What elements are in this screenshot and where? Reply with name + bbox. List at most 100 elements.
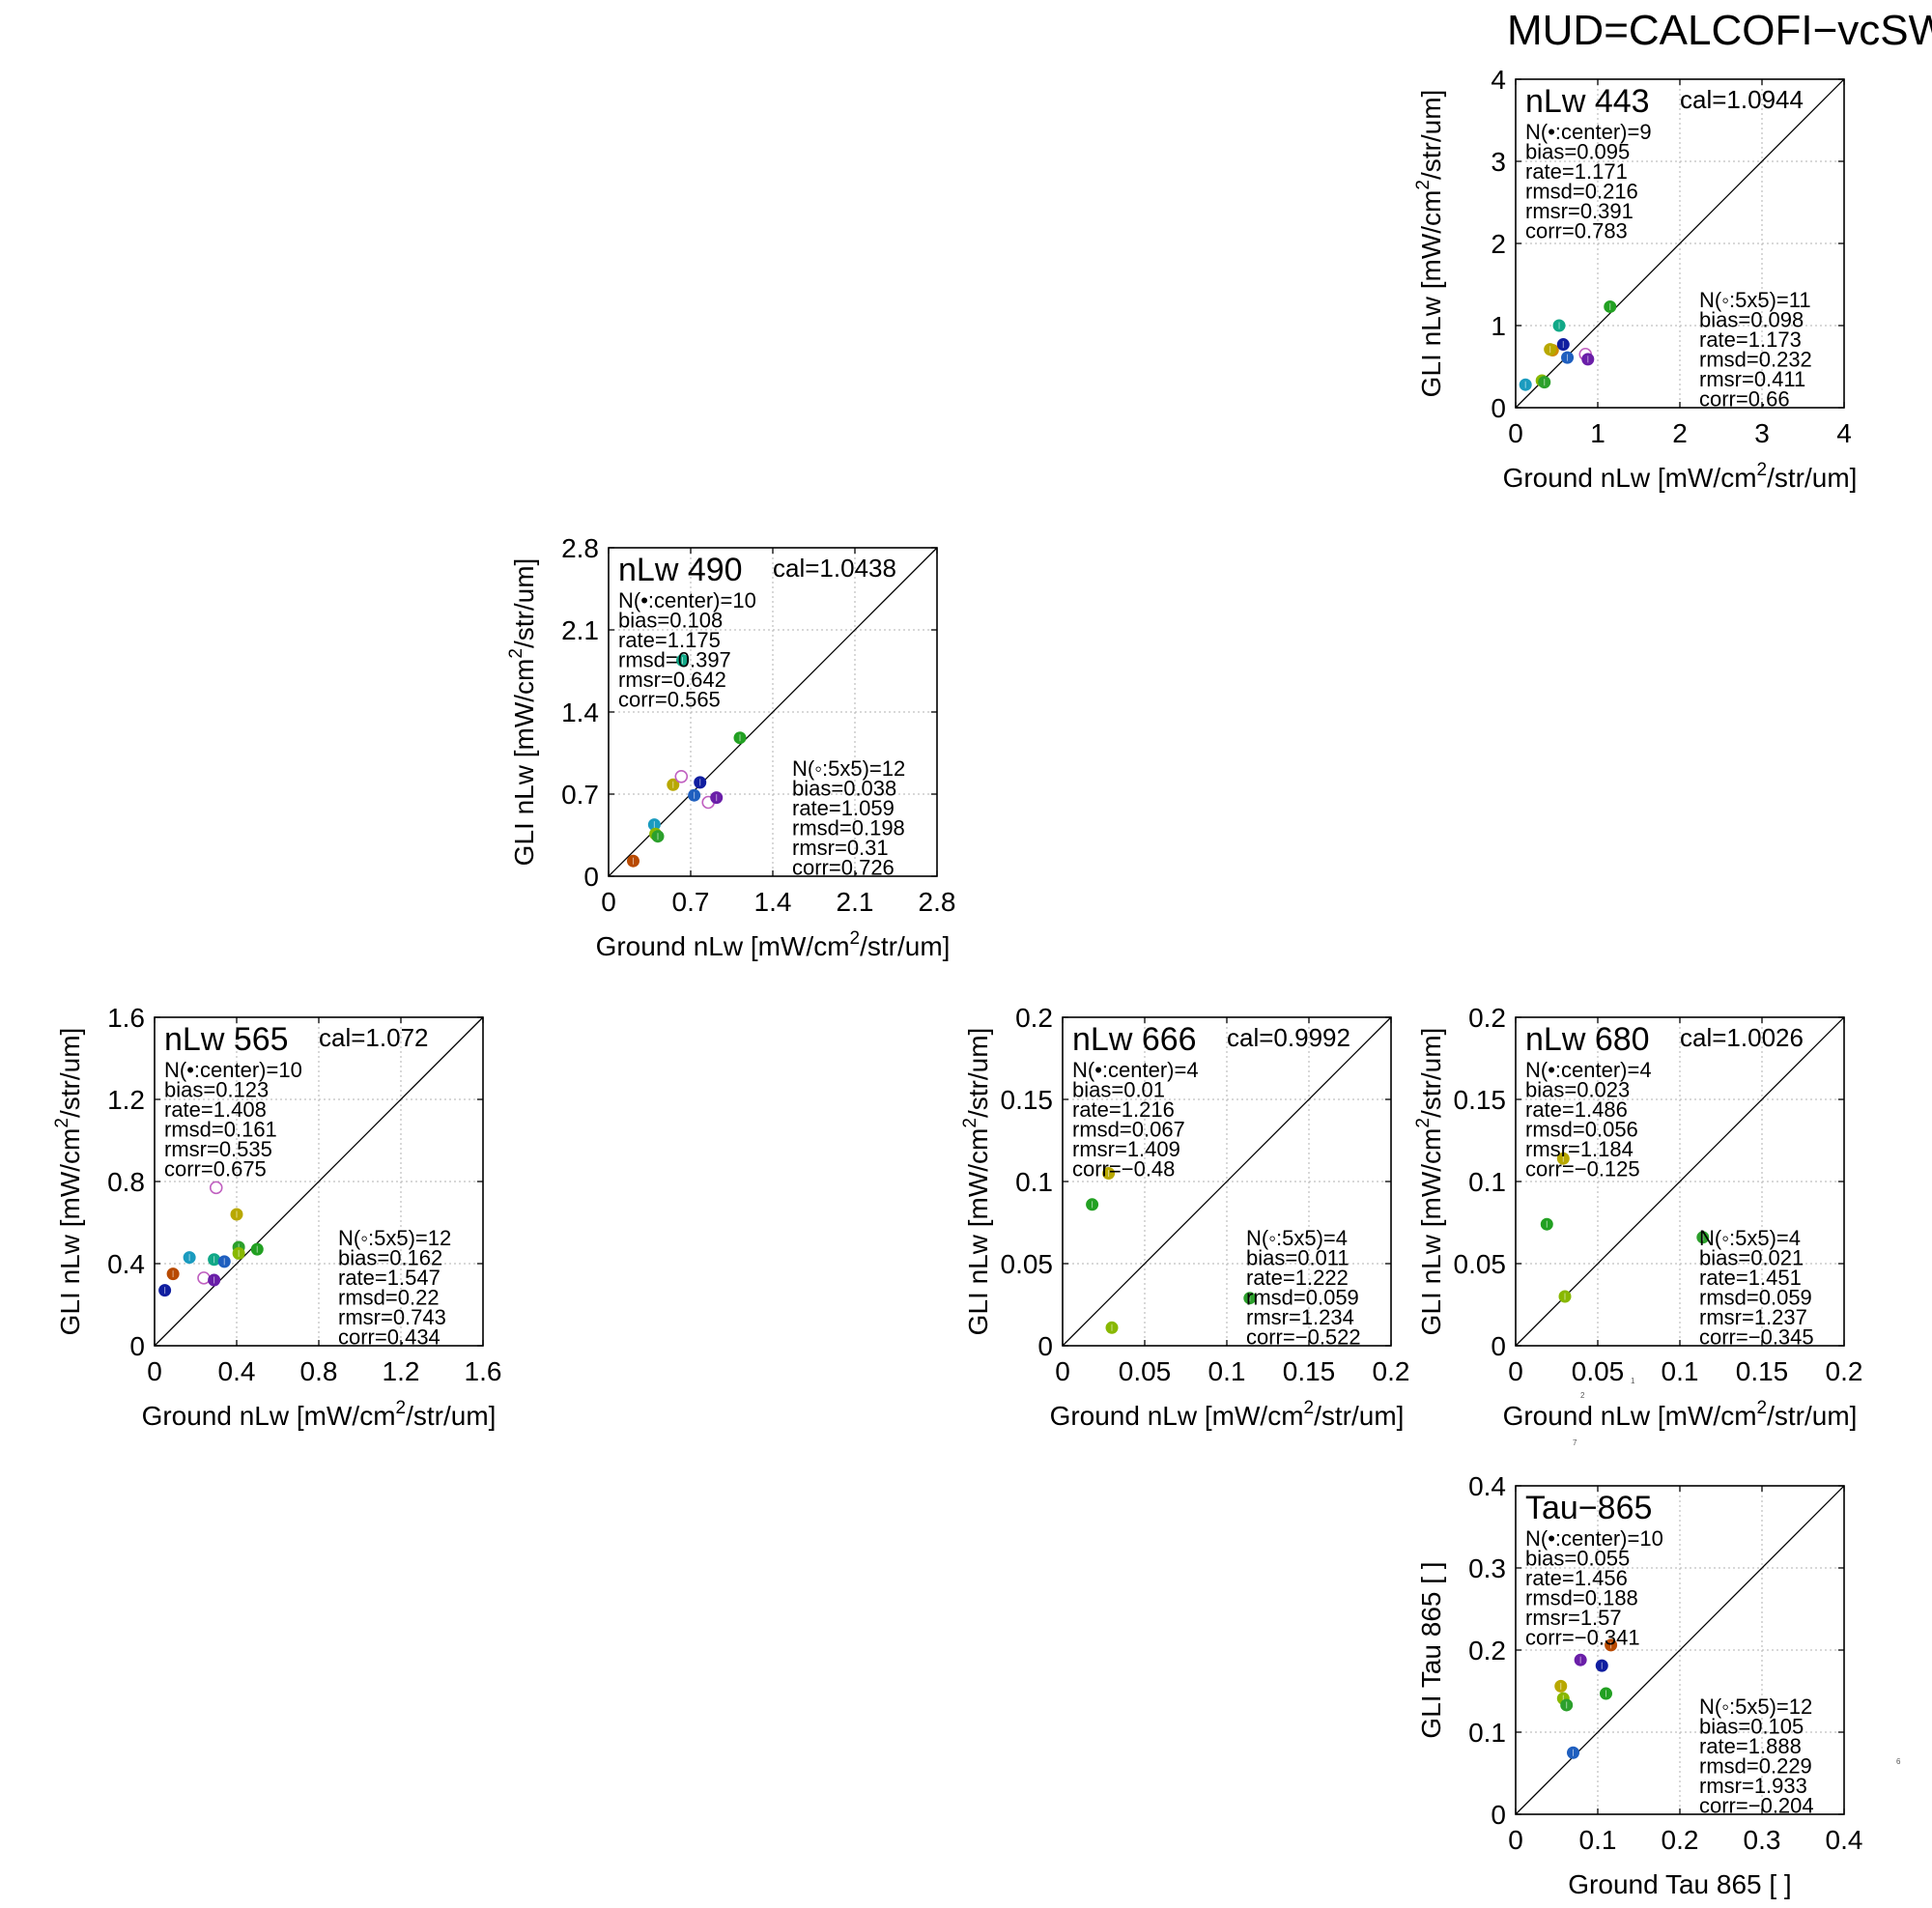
stat-5x5-line: bias=0.038: [792, 777, 896, 801]
stat-5x5-line: corr=0.434: [338, 1325, 440, 1350]
stat-5x5-line: rmsr=1.237: [1699, 1305, 1807, 1329]
stat-center-line: N(•:center)=10: [1525, 1526, 1663, 1551]
stat-center-line: bias=0.095: [1525, 140, 1630, 164]
x-tick-label: 0.2: [1826, 1356, 1863, 1386]
stat-center-line: rmsd=0.188: [1525, 1586, 1638, 1610]
stat-5x5-line: rate=1.451: [1699, 1266, 1802, 1290]
x-tick-label: 0.1: [1579, 1825, 1617, 1855]
y-tick-label: 0.2: [1468, 1636, 1506, 1666]
x-axis-label: Ground nLw [mW/cm2/str/um]: [1503, 1398, 1858, 1431]
stat-center-line: N(•:center)=4: [1525, 1058, 1652, 1082]
x-tick-label: 0: [601, 887, 616, 917]
scatter-panel-6: 0 0.1 0.2 0.3 0.4 0 0.1 0.2 0.3 0.4 Ground Tau 865…: [1416, 1471, 1862, 1899]
stat-center-line: rate=1.486: [1525, 1097, 1628, 1122]
stat-center-line: rmsr=0.391: [1525, 199, 1634, 223]
stat-center-line: N(•:center)=4: [1072, 1058, 1199, 1082]
stat-center-line: rmsr=1.409: [1072, 1137, 1180, 1161]
figure-title: MUD=CALCOFI−vcSW: [1507, 7, 1932, 54]
y-tick-label: 0.7: [561, 780, 599, 810]
data-point: [197, 1271, 211, 1285]
x-tick-label: 0: [1508, 1825, 1523, 1855]
y-tick-label: 1.4: [561, 698, 599, 727]
stat-5x5-line: corr=−0.522: [1246, 1325, 1361, 1350]
scatter-panel-3: 0 0.4 0.8 1.2 1.6 0 0.4 0.8 1.2 1.6 Ground nLw [mW…: [52, 1003, 501, 1431]
panel-title: nLw 565: [164, 1021, 289, 1058]
x-tick-label: 0.4: [218, 1356, 256, 1386]
stat-center-line: rmsr=0.642: [618, 668, 726, 692]
data-point: [674, 769, 689, 783]
stat-center-line: corr=−0.48: [1072, 1157, 1175, 1182]
cal-label: cal=1.0026: [1680, 1023, 1804, 1052]
stat-center-line: bias=0.01: [1072, 1078, 1165, 1102]
x-tick-label: 4: [1836, 418, 1852, 448]
x-tick-label: 0: [1508, 1356, 1523, 1386]
x-tick-label: 1.2: [383, 1356, 420, 1386]
stat-5x5-line: bias=0.105: [1699, 1715, 1804, 1739]
x-axis-label: Ground nLw [mW/cm2/str/um]: [596, 928, 951, 961]
cal-label: cal=1.072: [319, 1023, 428, 1052]
panels: 0 1 2 3 4 0 1 2 3 4 Ground nLw [mW/cm2/str/um] GLI …: [52, 65, 1862, 1899]
x-tick-label: 2.8: [919, 887, 956, 917]
y-tick-label: 0: [1037, 1331, 1053, 1361]
stat-center-line: rate=1.456: [1525, 1566, 1628, 1590]
y-axis-label: GLI nLw [mW/cm2/str/um]: [506, 558, 539, 867]
x-tick-label: 0.15: [1283, 1356, 1336, 1386]
scatter-panel-4: 0 0.05 0.1 0.15 0.2 0 0.05 0.1 0.15 0.2 Ground nLw…: [960, 1003, 1409, 1431]
stat-center-line: rmsd=0.067: [1072, 1118, 1185, 1142]
stat-5x5-line: rmsd=0.232: [1699, 348, 1812, 372]
y-tick-label: 0.1: [1468, 1167, 1506, 1197]
x-tick-label: 0.1: [1208, 1356, 1246, 1386]
stat-5x5-line: bias=0.162: [338, 1246, 442, 1270]
stat-5x5-line: rmsr=1.234: [1246, 1305, 1354, 1329]
x-tick-label: 0: [1508, 418, 1523, 448]
scatter-panel-1: 0 1 2 3 4 0 1 2 3 4 Ground nLw [mW/cm2/str/um] GLI …: [1413, 65, 1857, 493]
y-axis-label: GLI nLw [mW/cm2/str/um]: [1413, 1028, 1446, 1336]
stat-center-line: corr=0.783: [1525, 219, 1628, 243]
y-tick-label: 0.2: [1468, 1003, 1506, 1033]
stray-mark-2: 2: [1580, 1391, 1585, 1400]
y-tick-label: 2.8: [561, 533, 599, 563]
y-tick-label: 1.2: [107, 1085, 145, 1115]
stat-5x5-line: rmsd=0.229: [1699, 1754, 1812, 1779]
stat-5x5-line: N(◦:5x5)=12: [792, 756, 905, 781]
cal-label: cal=1.0438: [773, 554, 896, 583]
x-axis-label: Ground nLw [mW/cm2/str/um]: [1503, 460, 1858, 493]
stat-5x5-line: rate=1.547: [338, 1266, 440, 1290]
stat-5x5-line: rmsr=1.933: [1699, 1774, 1807, 1798]
x-tick-label: 0.7: [672, 887, 710, 917]
x-tick-label: 0.05: [1119, 1356, 1172, 1386]
panel-title: nLw 680: [1525, 1021, 1650, 1058]
y-tick-label: 0.2: [1015, 1003, 1053, 1033]
y-tick-label: 0.15: [1454, 1085, 1507, 1115]
x-tick-label: 0.1: [1662, 1356, 1699, 1386]
stat-5x5-line: N(◦:5x5)=4: [1246, 1226, 1348, 1250]
y-tick-label: 2: [1491, 229, 1506, 259]
stat-5x5-line: rmsr=0.743: [338, 1305, 446, 1329]
stray-mark-3: 7: [1573, 1438, 1577, 1447]
stat-center-line: rate=1.175: [618, 628, 721, 652]
stat-5x5-line: corr=0.726: [792, 856, 895, 880]
panel-title: Tau−865: [1525, 1490, 1652, 1526]
stat-5x5-line: N(◦:5x5)=11: [1699, 288, 1811, 312]
x-tick-label: 0.15: [1736, 1356, 1789, 1386]
one-to-one-line: [154, 1016, 484, 1347]
scatter-panel-2: 0 0.7 1.4 2.1 2.8 0 0.7 1.4 2.1 2.8 Ground nLw [mW…: [506, 533, 955, 961]
x-tick-label: 3: [1754, 418, 1770, 448]
stat-center-line: N(•:center)=9: [1525, 120, 1652, 144]
stat-5x5-line: rate=1.059: [792, 796, 895, 820]
x-tick-label: 0.2: [1662, 1825, 1699, 1855]
y-tick-label: 4: [1491, 65, 1506, 95]
stat-center-line: bias=0.055: [1525, 1547, 1630, 1571]
scatter-panel-5: 0 0.05 0.1 0.15 0.2 0 0.05 0.1 0.15 0.2 Ground nLw…: [1413, 1003, 1862, 1431]
stat-5x5-line: N(◦:5x5)=12: [338, 1226, 451, 1250]
stat-5x5-line: rmsr=0.411: [1699, 367, 1805, 391]
y-axis-label: GLI nLw [mW/cm2/str/um]: [960, 1028, 993, 1336]
y-tick-label: 0.1: [1015, 1167, 1053, 1197]
y-tick-label: 0: [129, 1331, 145, 1361]
stat-5x5-line: rate=1.888: [1699, 1734, 1802, 1758]
stat-5x5-line: bias=0.021: [1699, 1246, 1804, 1270]
stat-5x5-line: bias=0.098: [1699, 308, 1804, 332]
stat-center-line: corr=−0.341: [1525, 1626, 1640, 1650]
stat-5x5-line: corr=−0.204: [1699, 1794, 1814, 1818]
